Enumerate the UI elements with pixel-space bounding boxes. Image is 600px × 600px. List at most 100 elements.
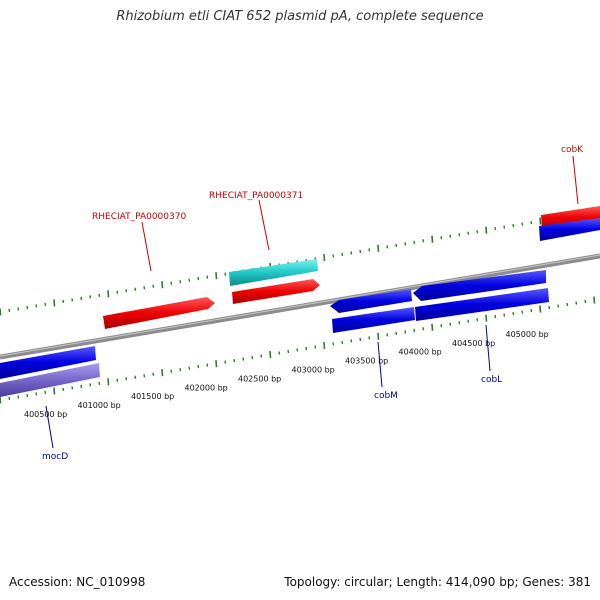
gene-cobK-arrow[interactable] <box>541 206 600 229</box>
upper-track-tick <box>197 277 200 281</box>
gene-cobM-arrow[interactable] <box>330 289 412 313</box>
scale-label: 401000 bp <box>78 401 121 410</box>
upper-track-tick <box>431 235 434 243</box>
upper-track-tick <box>368 248 371 252</box>
lower-track-tick <box>80 384 83 388</box>
leader-cobK <box>572 155 579 205</box>
gene-RHECIAT-PA0000370-arrow[interactable] <box>103 297 215 329</box>
upper-track-tick <box>8 308 11 313</box>
lower-track-tick <box>107 378 110 386</box>
lower-track-tick <box>431 323 434 331</box>
scale-label: 400500 bp <box>24 410 67 419</box>
lower-track-tick <box>215 360 218 368</box>
lower-track-tick <box>35 392 38 396</box>
upper-track-tick <box>512 224 515 228</box>
scale-labels: 400500 bp 401000 bp 401500 bp 402000 bp 4025… <box>24 330 549 419</box>
gene-cobM-lower[interactable] <box>332 307 415 333</box>
lower-track-tick <box>494 315 497 319</box>
lower-track-tick <box>566 302 569 307</box>
upper-track-tick <box>386 245 389 249</box>
upper-track-tick <box>440 236 443 240</box>
lower-track-tick <box>278 351 281 355</box>
rna-gene-RHECIAT-PA0000371[interactable] <box>229 259 318 286</box>
scale-label: 402000 bp <box>185 383 228 392</box>
lower-track-tick <box>521 310 524 314</box>
lower-track-tick <box>224 360 227 364</box>
gene-label-cobK: cobK <box>561 145 584 155</box>
lower-tick-track <box>0 296 596 404</box>
upper-track-tick <box>503 225 506 229</box>
upper-track-tick <box>467 231 470 235</box>
upper-track-tick <box>395 243 398 247</box>
lower-track-tick <box>62 387 65 392</box>
gene-cobL-lower[interactable] <box>415 288 549 321</box>
upper-track-tick <box>107 290 110 298</box>
backbone-line <box>0 253 600 360</box>
upper-track-tick <box>413 240 416 244</box>
lower-track-tick <box>17 395 20 399</box>
upper-track-tick <box>53 299 56 307</box>
gene-label-RHECIAT-PA0000370: RHECIAT_PA0000370 <box>92 212 186 222</box>
lower-track-tick <box>332 342 335 346</box>
gene-cobK-reverse-track[interactable] <box>539 218 600 241</box>
gene-cobL-arrow[interactable] <box>413 270 546 301</box>
scale-label: 405000 bp <box>506 330 549 339</box>
lower-track-tick <box>539 305 542 313</box>
upper-track-tick <box>35 304 38 308</box>
upper-track-tick <box>458 233 461 237</box>
lower-track-tick <box>530 308 533 313</box>
lower-track-tick <box>359 337 362 342</box>
lower-track-tick <box>593 296 596 304</box>
upper-track-tick <box>476 230 479 234</box>
scale-label: 403500 bp <box>345 357 388 366</box>
upper-track-tick <box>341 252 344 257</box>
upper-track-tick <box>80 296 83 300</box>
scale-label: 404000 bp <box>399 348 442 357</box>
upper-track-tick <box>215 272 218 280</box>
lower-track-tick <box>152 372 155 376</box>
backbone-highlight <box>0 254 600 357</box>
lower-track-tick <box>575 301 578 305</box>
gene-mocD-lower[interactable] <box>0 363 100 397</box>
lower-track-tick <box>350 339 353 343</box>
lower-track-tick <box>269 350 272 359</box>
upper-track-tick <box>224 272 227 276</box>
lower-track-tick <box>0 396 2 404</box>
gene-mocD-arrow[interactable] <box>0 346 96 379</box>
leader-RHECIAT-PA0000371 <box>258 199 270 251</box>
lower-track-tick <box>296 348 299 352</box>
upper-track-tick <box>0 308 2 316</box>
upper-track-tick <box>422 239 425 243</box>
lower-track-tick <box>485 314 488 322</box>
upper-track-tick <box>377 244 380 252</box>
upper-track-tick <box>17 307 20 311</box>
lower-track-tick <box>89 383 92 387</box>
lower-track-tick <box>170 369 173 373</box>
lower-track-tick <box>341 340 344 345</box>
lower-track-tick <box>8 396 11 401</box>
lower-track-tick <box>413 328 416 332</box>
lower-track-tick <box>395 331 398 335</box>
lower-track-tick <box>440 324 443 328</box>
lower-track-tick <box>422 327 425 331</box>
upper-track-tick <box>62 299 65 304</box>
lower-track-tick <box>143 374 146 378</box>
lower-track-tick <box>386 333 389 337</box>
upper-track-tick <box>521 222 524 226</box>
upper-track-tick <box>359 249 362 254</box>
lower-track-tick <box>161 369 164 377</box>
topology-stats-text: Topology: circular; Length: 414,090 bp; … <box>284 575 591 589</box>
lower-track-tick <box>242 357 245 361</box>
upper-track-tick <box>125 289 128 293</box>
upper-track-tick <box>206 275 209 279</box>
lower-track-tick <box>44 390 47 395</box>
gene-RHECIAT-PA0000371-arrow[interactable] <box>232 279 320 304</box>
lower-track-tick <box>206 363 209 367</box>
lower-track-tick <box>449 322 452 326</box>
lower-track-tick <box>233 358 236 363</box>
lower-track-tick <box>377 332 380 340</box>
lower-track-tick <box>458 321 461 325</box>
lower-track-tick <box>260 354 263 358</box>
upper-track-tick <box>332 254 335 258</box>
